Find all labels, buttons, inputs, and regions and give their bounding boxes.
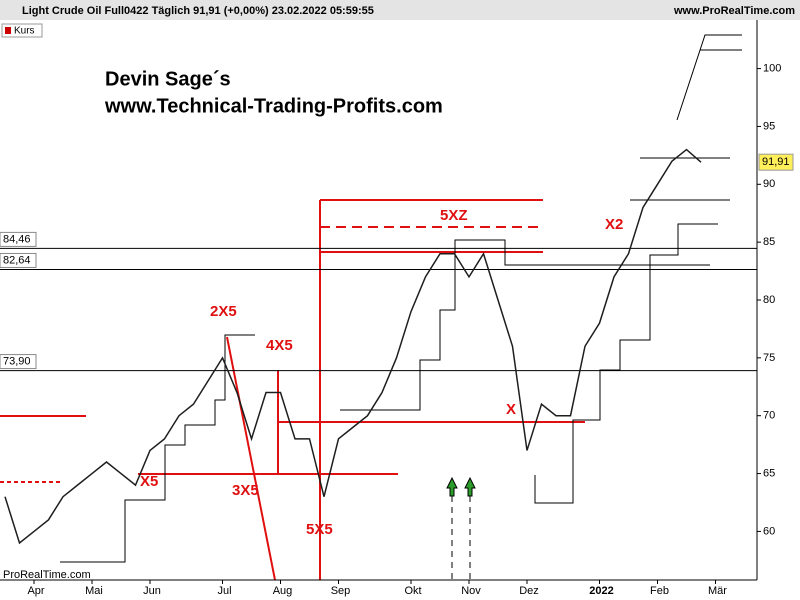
- annotation: 5XZ: [440, 207, 468, 224]
- x-tick-label: Aug: [273, 585, 293, 597]
- y-tick-label: 95: [763, 120, 775, 132]
- legend-swatch: [5, 27, 11, 34]
- last-price-label: 91,91: [762, 156, 790, 168]
- arrows: [446, 476, 476, 580]
- y-tick-label: 75: [763, 352, 775, 364]
- annotation: X: [506, 401, 516, 418]
- level-label-box: [0, 252, 37, 268]
- step-lines: [60, 34, 742, 563]
- x-tick-label: Feb: [650, 585, 669, 597]
- y-tick-label: 85: [763, 236, 775, 248]
- headline: www.Technical-Trading-Profits.com: [104, 95, 443, 117]
- x-tick-label: 2022: [589, 585, 613, 597]
- x-tick-label: Mär: [708, 585, 727, 597]
- header-bar: [0, 0, 800, 20]
- headline: Devin Sage´s: [105, 68, 231, 90]
- y-tick-label: 80: [763, 294, 775, 306]
- footer: ProRealTime.com: [3, 569, 91, 581]
- x-tick-label: Jun: [143, 585, 161, 597]
- y-tick-label: 90: [763, 178, 775, 190]
- annotation: X2: [605, 216, 623, 233]
- annotation: 2X5: [210, 303, 237, 320]
- x-tick-label: Nov: [461, 585, 481, 597]
- level-label: 82,64: [3, 254, 31, 266]
- annotation: 5X5: [306, 521, 333, 538]
- x-tick-label: Jul: [217, 585, 231, 597]
- legend-label: Kurs: [14, 26, 35, 37]
- y-tick-label: 65: [763, 467, 775, 479]
- source: www.ProRealTime.com: [673, 5, 795, 17]
- red-drawings: [0, 199, 585, 581]
- price-line: [4, 148, 702, 545]
- y-tick-label: 60: [763, 525, 775, 537]
- last-price-box: [758, 153, 794, 171]
- x-tick-label: Apr: [27, 585, 44, 597]
- chart-title: Light Crude Oil Full0422 Täglich 91,91 (…: [22, 5, 374, 17]
- x-tick-label: Dez: [519, 585, 539, 597]
- y-tick-label: 70: [763, 410, 775, 422]
- level-label: 84,46: [3, 233, 31, 245]
- y-tick-label: 100: [763, 63, 781, 75]
- x-tick-label: Mai: [85, 585, 103, 597]
- annotation: X5: [140, 473, 158, 490]
- level-label: 73,90: [3, 355, 31, 367]
- level-label-box: [0, 231, 37, 247]
- annotation: 3X5: [232, 482, 259, 499]
- x-tick-label: Sep: [331, 585, 351, 597]
- annotation: 4X5: [266, 337, 293, 354]
- legend-box: [1, 23, 43, 38]
- x-tick-label: Okt: [404, 585, 421, 597]
- level-label-box: [0, 354, 37, 370]
